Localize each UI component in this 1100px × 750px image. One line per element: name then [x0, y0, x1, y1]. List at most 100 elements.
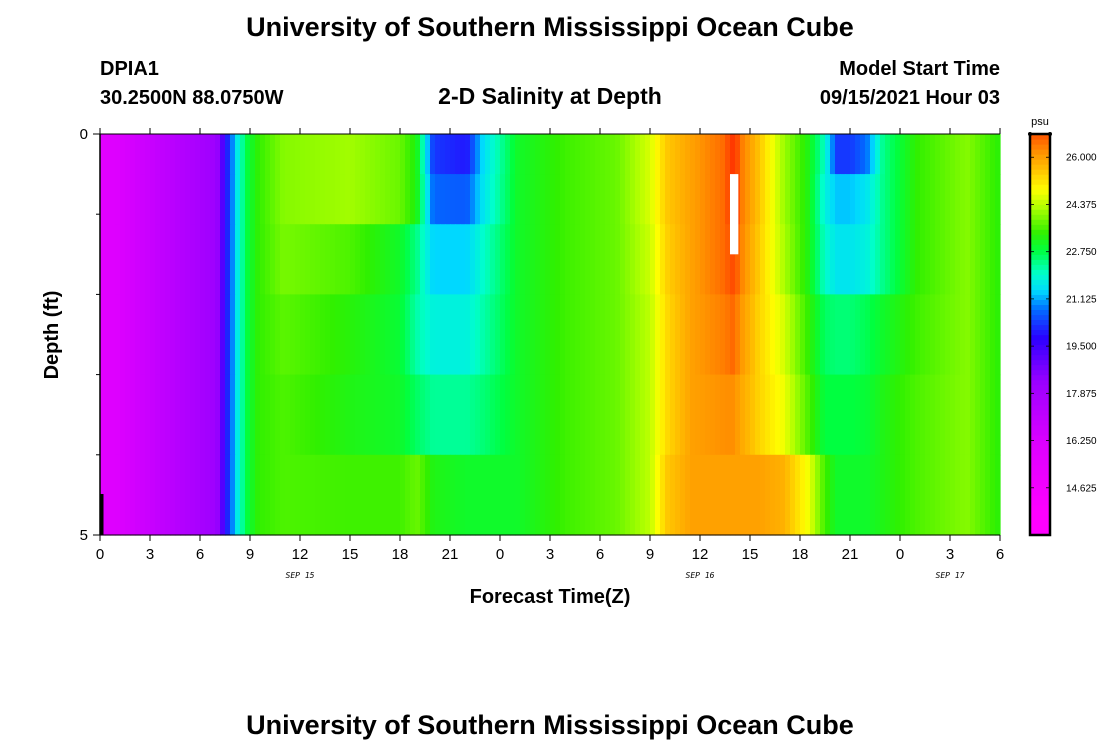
heatmap-cell [395, 454, 401, 536]
heatmap-cell [190, 374, 196, 456]
heatmap-cell [425, 294, 431, 376]
x-tick-label: 15 [342, 546, 359, 563]
heatmap-cell [695, 454, 701, 536]
heatmap-cell [840, 294, 846, 376]
heatmap-cell [975, 374, 981, 456]
heatmap-cell [945, 224, 951, 295]
heatmap-cell [180, 134, 186, 175]
heatmap-cell [285, 174, 291, 225]
y-tick-label: 5 [80, 527, 88, 544]
heatmap-cell [755, 134, 761, 175]
heatmap-cell [825, 294, 831, 376]
heatmap-cell [825, 134, 831, 175]
heatmap-cell [135, 174, 141, 225]
colorbar-tick-label: 22.750 [1066, 247, 1097, 258]
heatmap-cell [165, 174, 171, 225]
heatmap-cell [980, 454, 986, 536]
heatmap-cell [940, 294, 946, 376]
heatmap-cell [740, 374, 746, 456]
heatmap-cell [540, 224, 546, 295]
heatmap-cell [350, 174, 356, 225]
heatmap-cell [580, 224, 586, 295]
heatmap-cell [280, 294, 286, 376]
heatmap-cell [835, 374, 841, 456]
heatmap-cell [360, 374, 366, 456]
heatmap-cell [910, 224, 916, 295]
heatmap-cell [260, 174, 266, 225]
heatmap-cell [890, 374, 896, 456]
colorbar-segment [1030, 514, 1050, 521]
heatmap-cell [285, 374, 291, 456]
heatmap-cell [475, 224, 481, 295]
heatmap-cell [455, 454, 461, 536]
heatmap-cell [205, 454, 211, 536]
heatmap-cell [530, 454, 536, 536]
heatmap-cell [240, 174, 246, 225]
heatmap-cell [415, 134, 421, 175]
heatmap-cell [885, 294, 891, 376]
heatmap-cell [985, 174, 991, 225]
heatmap-cell [685, 294, 691, 376]
heatmap-cell [515, 224, 521, 295]
heatmap-cell [360, 294, 366, 376]
heatmap-cell [725, 454, 731, 536]
heatmap-cell [790, 374, 796, 456]
heatmap-cell [315, 174, 321, 225]
heatmap-cell [695, 374, 701, 456]
heatmap-cell [620, 174, 626, 225]
heatmap-cell [795, 294, 801, 376]
heatmap-cell [470, 174, 476, 225]
heatmap-cell [895, 454, 901, 536]
heatmap-cell [435, 374, 441, 456]
heatmap-cell [830, 294, 836, 376]
heatmap-cell [565, 224, 571, 295]
heatmap-cell [675, 374, 681, 456]
heatmap-cell [285, 294, 291, 376]
heatmap-cell [795, 224, 801, 295]
heatmap-cell [165, 454, 171, 536]
heatmap-cell [370, 294, 376, 376]
heatmap-cell [390, 224, 396, 295]
colorbar-tick-label: 21.125 [1066, 294, 1097, 305]
heatmap-cell [945, 294, 951, 376]
heatmap-cell [445, 134, 451, 175]
heatmap-cell [640, 374, 646, 456]
heatmap-cell [235, 134, 241, 175]
x-tick-label: 0 [96, 546, 104, 563]
heatmap-cell [655, 174, 661, 225]
heatmap-cell [690, 224, 696, 295]
heatmap-cell [410, 294, 416, 376]
heatmap-cell [315, 454, 321, 536]
heatmap-cell [420, 294, 426, 376]
heatmap-cell [275, 294, 281, 376]
heatmap-cell [360, 454, 366, 536]
x-date-label: SEP 17 [936, 571, 965, 580]
heatmap-cell [160, 174, 166, 225]
colorbar-segment [1030, 194, 1050, 200]
heatmap-cell [200, 174, 206, 225]
x-tick-label: 15 [742, 546, 759, 563]
heatmap-cell [690, 294, 696, 376]
heatmap-cell [295, 454, 301, 536]
colorbar-segment [1030, 434, 1050, 441]
heatmap-cell [440, 294, 446, 376]
heatmap-cell [430, 374, 436, 456]
heatmap-cell [160, 134, 166, 175]
heatmap-cell [570, 454, 576, 536]
heatmap-cell [740, 294, 746, 376]
heatmap-cell [460, 374, 466, 456]
heatmap-cell [160, 294, 166, 376]
heatmap-cell [275, 374, 281, 456]
heatmap-cell [855, 134, 861, 175]
heatmap-cell [760, 454, 766, 536]
heatmap-cell [770, 374, 776, 456]
heatmap-cell [960, 174, 966, 225]
heatmap-cell [465, 224, 471, 295]
heatmap-cell [835, 294, 841, 376]
heatmap-cell [180, 224, 186, 295]
x-date-label: SEP 16 [686, 571, 715, 580]
heatmap-cell [315, 294, 321, 376]
heatmap-cell [190, 454, 196, 536]
heatmap-cell [370, 454, 376, 536]
heatmap-cell [990, 454, 996, 536]
